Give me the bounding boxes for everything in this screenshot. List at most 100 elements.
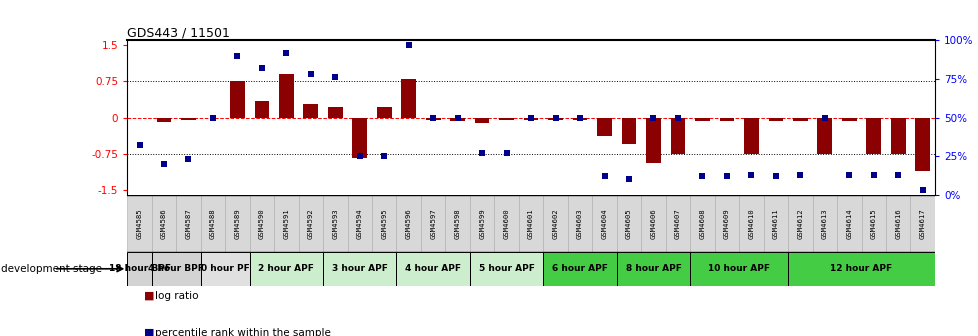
FancyBboxPatch shape <box>396 252 469 286</box>
Point <box>889 172 905 177</box>
Bar <box>694 118 709 122</box>
Text: GSM4611: GSM4611 <box>772 208 778 239</box>
FancyBboxPatch shape <box>714 195 738 252</box>
Bar <box>450 118 465 121</box>
FancyBboxPatch shape <box>812 195 836 252</box>
FancyBboxPatch shape <box>592 195 616 252</box>
Bar <box>597 118 611 136</box>
Bar <box>866 118 880 154</box>
FancyBboxPatch shape <box>861 195 885 252</box>
Text: log ratio: log ratio <box>155 291 198 301</box>
Bar <box>670 118 685 154</box>
Text: GSM4600: GSM4600 <box>503 208 510 239</box>
Bar <box>401 79 416 118</box>
Point <box>498 151 513 156</box>
Text: GSM4606: GSM4606 <box>649 208 656 239</box>
Text: GSM4587: GSM4587 <box>185 208 192 239</box>
FancyBboxPatch shape <box>469 252 543 286</box>
Point <box>742 172 758 177</box>
Point <box>620 177 636 182</box>
Point <box>449 115 465 120</box>
Bar <box>254 101 269 118</box>
FancyBboxPatch shape <box>249 195 274 252</box>
Point <box>376 154 391 159</box>
Point <box>253 66 269 71</box>
Point <box>131 143 147 148</box>
Text: GSM4588: GSM4588 <box>209 208 216 239</box>
Text: GSM4602: GSM4602 <box>552 208 558 239</box>
Bar <box>377 107 391 118</box>
Text: GSM4595: GSM4595 <box>380 208 387 239</box>
FancyBboxPatch shape <box>469 195 494 252</box>
FancyBboxPatch shape <box>200 195 225 252</box>
Point <box>547 115 562 120</box>
Point <box>669 115 685 120</box>
Bar <box>499 118 513 120</box>
Text: 10 hour APF: 10 hour APF <box>707 264 770 273</box>
Text: GSM4596: GSM4596 <box>405 208 412 239</box>
Point <box>865 172 880 177</box>
Point <box>840 172 856 177</box>
Text: GDS443 / 11501: GDS443 / 11501 <box>127 26 230 39</box>
FancyBboxPatch shape <box>274 195 298 252</box>
Bar <box>792 118 807 122</box>
Text: 2 hour APF: 2 hour APF <box>258 264 314 273</box>
FancyBboxPatch shape <box>763 195 787 252</box>
Text: GSM4616: GSM4616 <box>894 208 901 239</box>
FancyBboxPatch shape <box>200 252 249 286</box>
FancyBboxPatch shape <box>641 195 665 252</box>
FancyBboxPatch shape <box>787 252 934 286</box>
Bar <box>303 104 318 118</box>
Point <box>278 50 293 55</box>
Text: GSM4612: GSM4612 <box>796 208 803 239</box>
Text: GSM4613: GSM4613 <box>821 208 827 239</box>
Text: 18 hour BPF: 18 hour BPF <box>109 264 170 273</box>
FancyBboxPatch shape <box>249 252 323 286</box>
Point <box>229 53 244 58</box>
Text: 4 hour APF: 4 hour APF <box>405 264 461 273</box>
Point <box>400 42 416 48</box>
FancyBboxPatch shape <box>518 195 543 252</box>
Point <box>522 115 538 120</box>
Bar <box>645 118 660 164</box>
Point <box>791 172 807 177</box>
FancyBboxPatch shape <box>127 252 152 286</box>
Bar <box>156 118 171 122</box>
Text: GSM4605: GSM4605 <box>625 208 632 239</box>
FancyBboxPatch shape <box>323 252 396 286</box>
Text: 5 hour APF: 5 hour APF <box>478 264 534 273</box>
Bar <box>279 74 293 118</box>
FancyBboxPatch shape <box>445 195 469 252</box>
Bar <box>817 118 831 154</box>
Bar <box>230 81 244 118</box>
Point <box>156 161 172 167</box>
FancyBboxPatch shape <box>665 195 689 252</box>
FancyBboxPatch shape <box>225 195 249 252</box>
FancyBboxPatch shape <box>372 195 396 252</box>
Point <box>596 174 611 179</box>
FancyBboxPatch shape <box>396 195 421 252</box>
Bar <box>181 118 196 120</box>
Text: GSM4617: GSM4617 <box>918 208 925 239</box>
Bar <box>425 118 440 120</box>
Text: GSM4610: GSM4610 <box>747 208 754 239</box>
Point <box>351 154 367 159</box>
Bar <box>914 118 929 171</box>
Text: GSM4590: GSM4590 <box>258 208 265 239</box>
Bar <box>352 118 367 158</box>
Text: GSM4592: GSM4592 <box>307 208 314 239</box>
FancyBboxPatch shape <box>910 195 934 252</box>
FancyBboxPatch shape <box>494 195 518 252</box>
Point <box>693 174 709 179</box>
FancyBboxPatch shape <box>152 195 176 252</box>
FancyBboxPatch shape <box>836 195 861 252</box>
FancyBboxPatch shape <box>885 195 910 252</box>
Bar <box>474 118 489 123</box>
Text: 6 hour APF: 6 hour APF <box>552 264 607 273</box>
Text: GSM4608: GSM4608 <box>698 208 705 239</box>
FancyBboxPatch shape <box>689 195 714 252</box>
Text: development stage: development stage <box>1 264 102 274</box>
Bar <box>572 118 587 120</box>
Text: GSM4593: GSM4593 <box>332 208 338 239</box>
Bar <box>719 118 734 122</box>
